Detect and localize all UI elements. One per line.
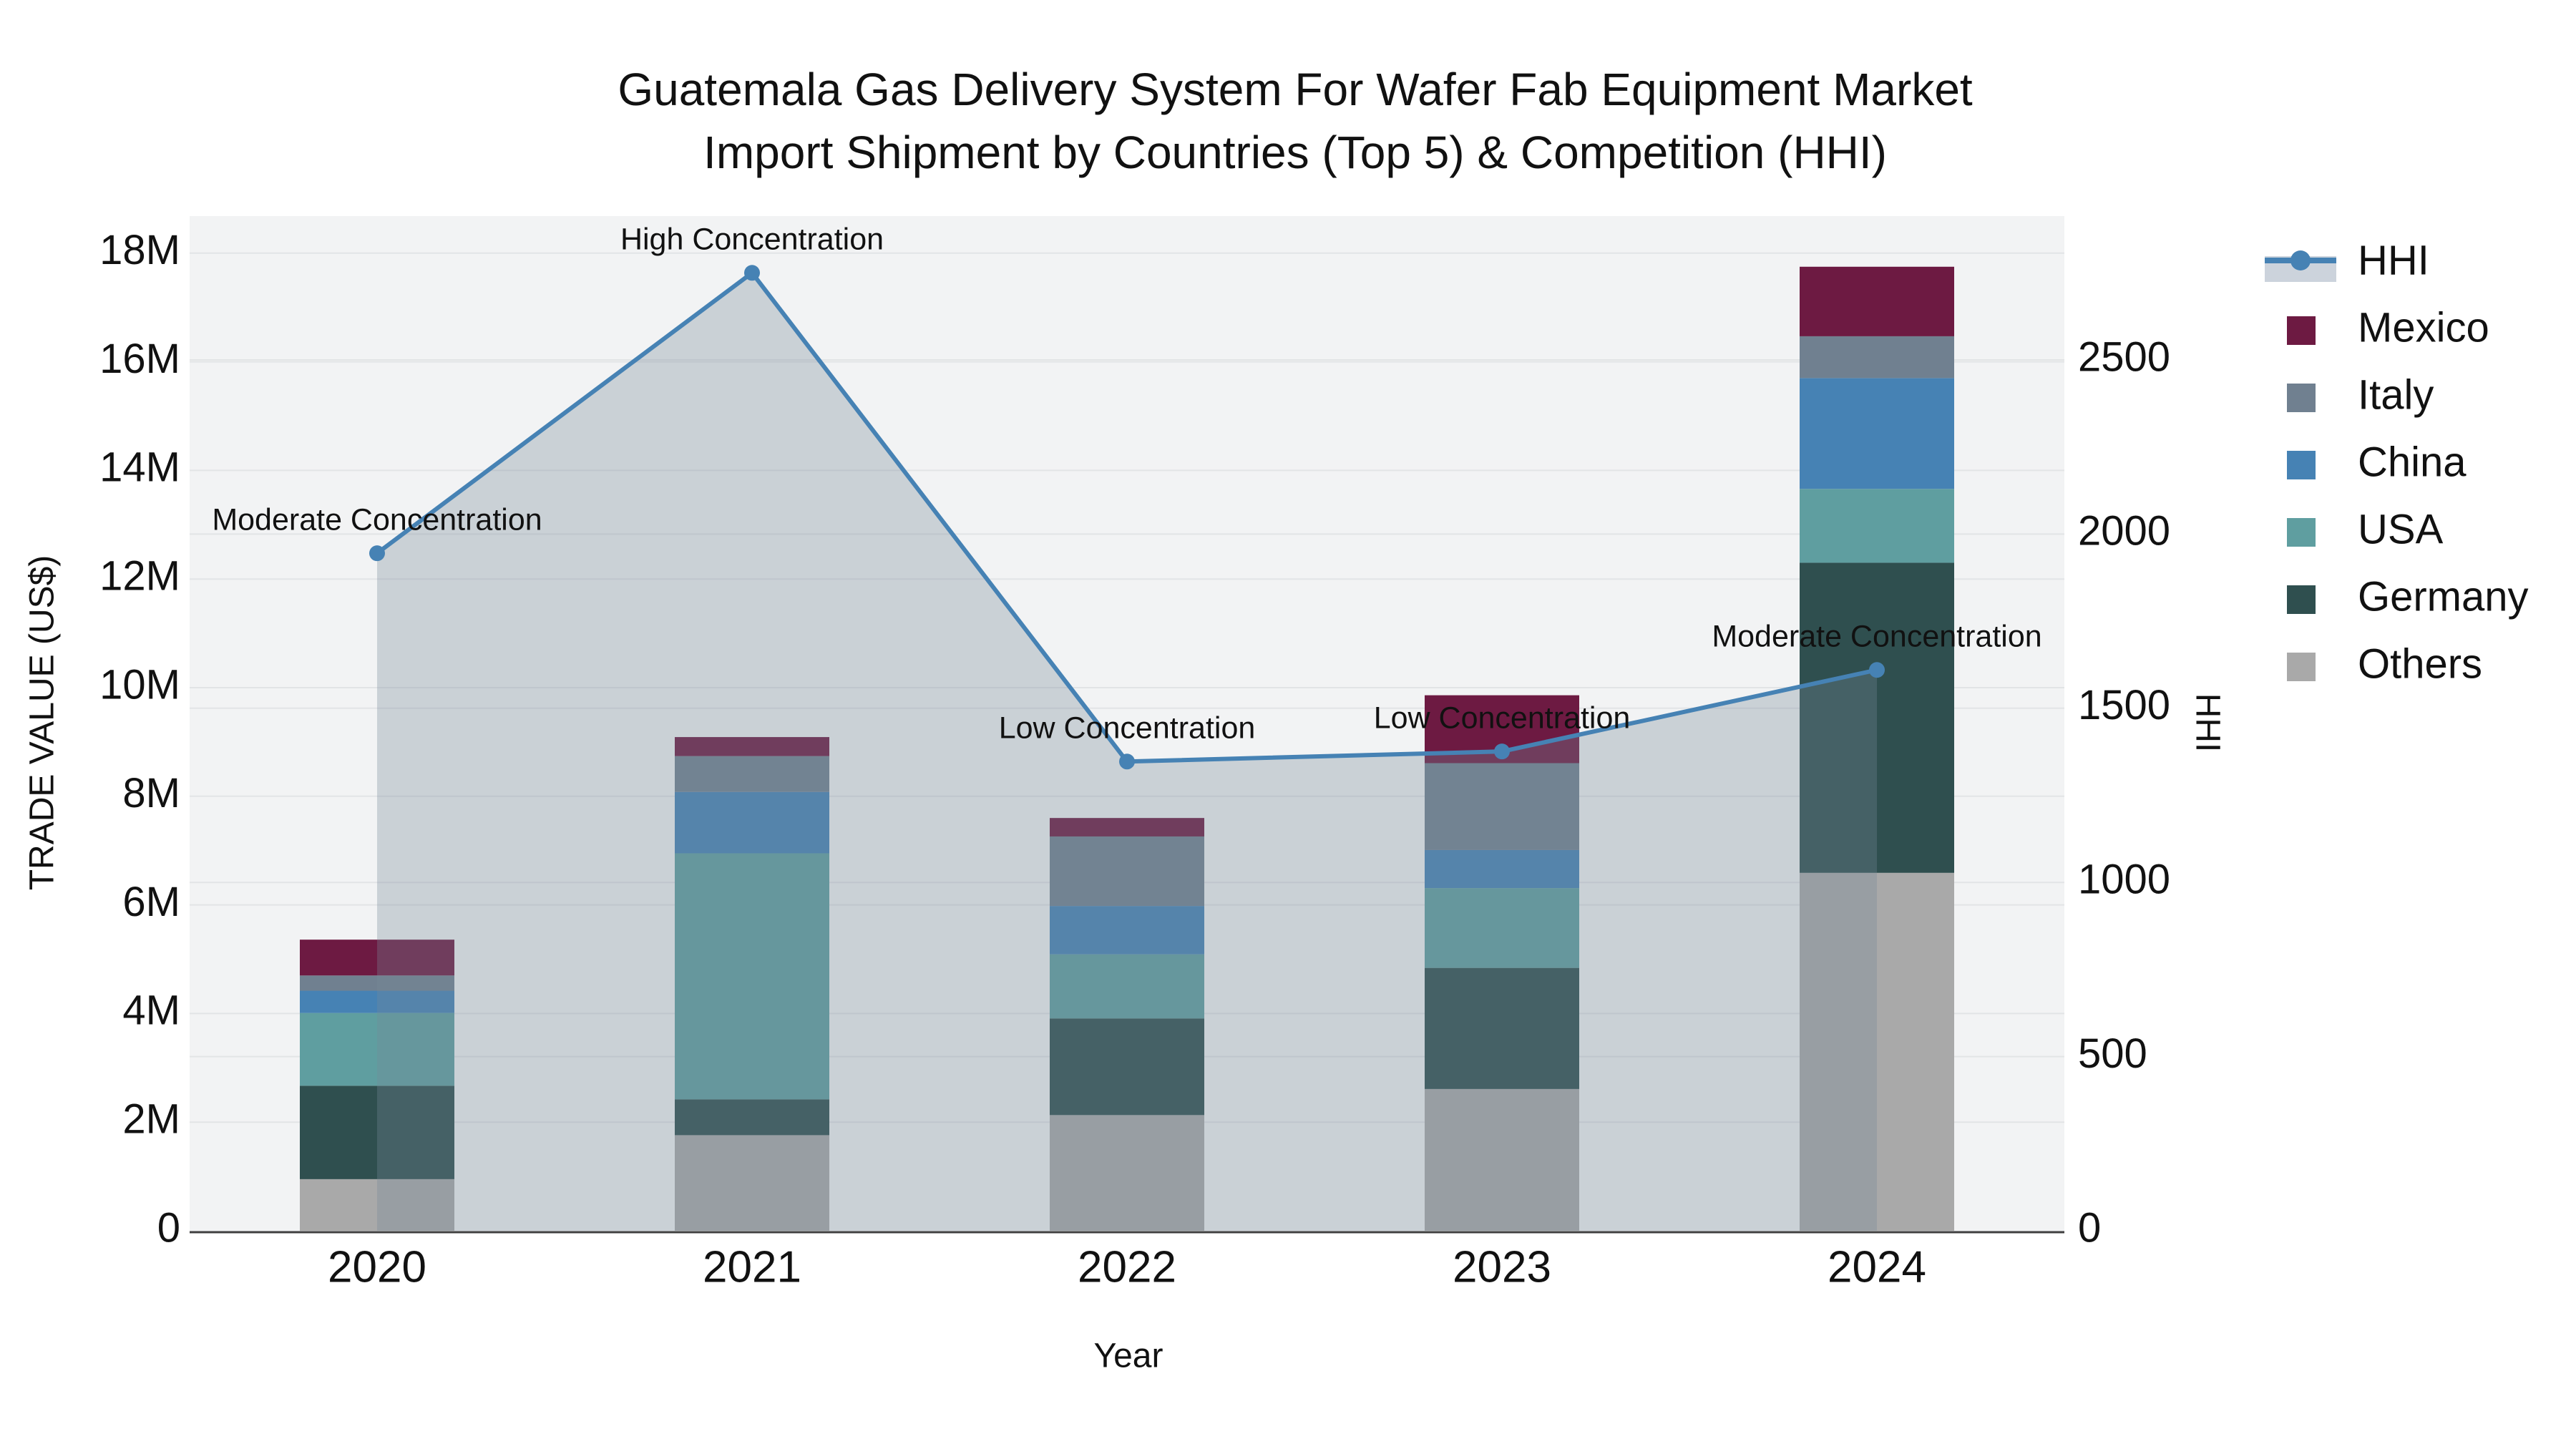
y-left-tick-4M: 4M: [122, 987, 180, 1034]
bar-segment-2020-others[interactable]: [300, 1179, 454, 1231]
bar-2023: [1425, 695, 1579, 1231]
bar-segment-2020-germany[interactable]: [300, 1085, 454, 1179]
legend-label-germany: Germany: [2358, 573, 2529, 620]
bar-segment-2024-others[interactable]: [1800, 872, 1954, 1231]
legend-label-mexico: Mexico: [2358, 304, 2489, 351]
chart-title-line2: Import Shipment by Countries (Top 5) & C…: [703, 127, 1887, 178]
bar-segment-2023-italy[interactable]: [1425, 763, 1579, 850]
bar-segment-2021-germany[interactable]: [675, 1099, 829, 1136]
bar-2024: [1800, 266, 1954, 1231]
legend-label-italy: Italy: [2358, 371, 2434, 418]
y-right-tick-500: 500: [2078, 1030, 2147, 1077]
bar-segment-2022-usa[interactable]: [1050, 954, 1204, 1019]
y-left-axis-title: TRADE VALUE (US$): [24, 555, 62, 891]
legend-swatch-germany: [2287, 585, 2316, 614]
bar-2022: [1050, 818, 1204, 1231]
legend-label-hhi: HHI: [2358, 237, 2429, 283]
legend-swatch-usa: [2287, 518, 2316, 547]
x-tick-2021: 2021: [703, 1242, 801, 1292]
bar-segment-2022-mexico[interactable]: [1050, 818, 1204, 836]
bar-segment-2024-china[interactable]: [1800, 378, 1954, 489]
legend: HHI Mexico Italy China USA Germany Others: [2265, 237, 2529, 687]
y-left-tick-18M: 18M: [99, 227, 180, 273]
y-right-tick-0: 0: [2078, 1204, 2101, 1251]
bar-segment-2023-usa[interactable]: [1425, 888, 1579, 968]
legend-label-china: China: [2358, 439, 2467, 485]
bar-segment-2020-mexico[interactable]: [300, 940, 454, 976]
chart-title-line1: Guatemala Gas Delivery System For Wafer …: [618, 64, 1973, 115]
hhi-area-fill: [377, 273, 1877, 1231]
annotation-2020: Moderate Concentration: [212, 503, 542, 537]
hhi-marker-2021[interactable]: [744, 265, 760, 281]
legend-label-usa: USA: [2358, 506, 2444, 552]
y-left-tick-12M: 12M: [99, 553, 180, 600]
x-tick-2024: 2024: [1828, 1242, 1926, 1292]
x-tick-2022: 2022: [1078, 1242, 1176, 1292]
y-left-tick-16M: 16M: [99, 336, 180, 382]
bar-segment-2021-mexico[interactable]: [675, 737, 829, 756]
hhi-legend-marker-icon: [2290, 250, 2311, 270]
legend-label-others: Others: [2358, 640, 2482, 687]
bar-segment-2020-china[interactable]: [300, 990, 454, 1013]
bar-segment-2021-usa[interactable]: [675, 853, 829, 1100]
legend-item-germany[interactable]: Germany: [2287, 573, 2529, 620]
bar-segment-2024-italy[interactable]: [1800, 336, 1954, 379]
bar-segment-2020-usa[interactable]: [300, 1013, 454, 1086]
hhi-marker-2023[interactable]: [1494, 743, 1510, 760]
bar-segment-2022-germany[interactable]: [1050, 1018, 1204, 1116]
y-left-tick-2M: 2M: [122, 1096, 180, 1143]
legend-item-hhi[interactable]: HHI: [2265, 237, 2429, 283]
y-right-tick-1000: 1000: [2078, 857, 2170, 903]
hhi-marker-2020[interactable]: [369, 545, 385, 562]
legend-swatch-italy: [2287, 384, 2316, 412]
bar-segment-2023-others[interactable]: [1425, 1088, 1579, 1231]
y-right-tick-1500: 1500: [2078, 682, 2170, 728]
bar-segment-2021-others[interactable]: [675, 1135, 829, 1231]
bar-2020: [300, 940, 454, 1231]
hhi-marker-2022[interactable]: [1119, 753, 1135, 770]
hhi-marker-2024[interactable]: [1869, 662, 1885, 678]
x-tick-2023: 2023: [1453, 1242, 1551, 1292]
bar-segment-2022-italy[interactable]: [1050, 836, 1204, 907]
y-right-axis-title: HHI: [2188, 693, 2226, 753]
bar-segment-2023-germany[interactable]: [1425, 967, 1579, 1089]
y-left-tick-0: 0: [157, 1204, 180, 1251]
legend-swatch-china: [2287, 451, 2316, 479]
annotation-2024: Moderate Concentration: [1712, 620, 2041, 654]
x-axis-title: Year: [1094, 1337, 1163, 1375]
bar-segment-2022-others[interactable]: [1050, 1115, 1204, 1231]
y-right-tick-2000: 2000: [2078, 508, 2170, 555]
bar-segment-2020-italy[interactable]: [300, 975, 454, 991]
bar-segment-2024-germany[interactable]: [1800, 562, 1954, 873]
x-tick-2020: 2020: [328, 1242, 426, 1292]
y-left-tick-8M: 8M: [122, 770, 180, 816]
bar-segment-2021-china[interactable]: [675, 791, 829, 854]
y-right-tick-2500: 2500: [2078, 333, 2170, 380]
bar-segment-2021-italy[interactable]: [675, 756, 829, 792]
legend-item-others[interactable]: Others: [2287, 640, 2482, 687]
bar-segment-2022-china[interactable]: [1050, 906, 1204, 955]
legend-swatch-mexico: [2287, 316, 2316, 345]
bar-2021: [675, 737, 829, 1231]
plot-layer: Moderate Concentration High Concentration…: [99, 216, 2170, 1292]
annotation-2021: High Concentration: [620, 223, 884, 257]
legend-item-mexico[interactable]: Mexico: [2287, 304, 2489, 351]
y-left-tick-14M: 14M: [99, 444, 180, 491]
bar-segment-2023-china[interactable]: [1425, 849, 1579, 889]
y-left-tick-10M: 10M: [99, 661, 180, 708]
legend-item-china[interactable]: China: [2287, 439, 2467, 485]
legend-swatch-others: [2287, 653, 2316, 681]
annotation-2023: Low Concentration: [1374, 701, 1631, 736]
bar-segment-2024-usa[interactable]: [1800, 489, 1954, 563]
y-left-tick-6M: 6M: [122, 879, 180, 925]
legend-item-usa[interactable]: USA: [2287, 506, 2444, 552]
legend-item-italy[interactable]: Italy: [2287, 371, 2434, 418]
annotation-2022: Low Concentration: [999, 711, 1256, 746]
bar-segment-2024-mexico[interactable]: [1800, 266, 1954, 336]
